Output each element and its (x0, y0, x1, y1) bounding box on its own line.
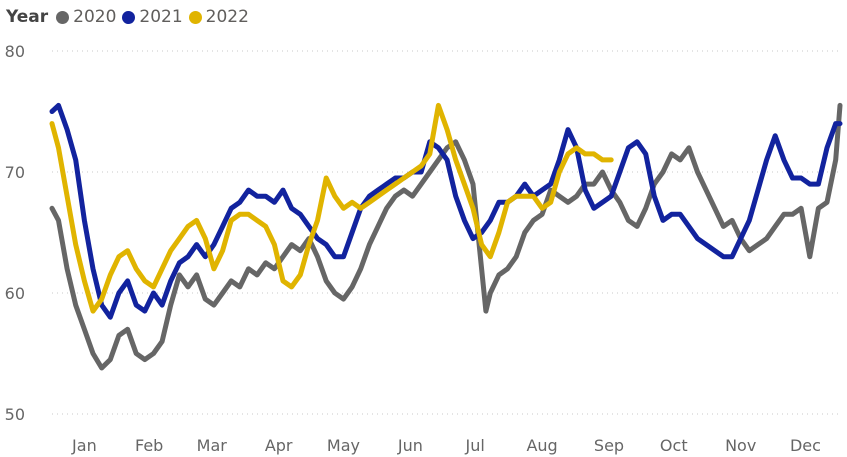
legend-label-2021: 2021 (139, 7, 183, 27)
x-tick-label-apr: Apr (265, 436, 293, 455)
x-tick-label-aug: Aug (526, 436, 557, 455)
legend-item-2022[interactable]: 2022 (188, 7, 249, 27)
x-tick-label-jun: Jun (397, 436, 423, 455)
series-line-2020[interactable] (49, 102, 843, 371)
legend-swatch-2021 (122, 10, 136, 24)
y-tick-label-70: 70 (5, 163, 25, 182)
x-tick-label-dec: Dec (790, 436, 821, 455)
legend-swatch-2022 (188, 10, 202, 24)
x-tick-label-feb: Feb (135, 436, 163, 455)
series-line-2021[interactable] (49, 102, 843, 320)
y-tick-label-60: 60 (5, 284, 25, 303)
x-tick-label-may: May (327, 436, 360, 455)
legend-title: Year (6, 7, 49, 27)
series-line-2022[interactable] (49, 102, 614, 314)
x-tick-label-mar: Mar (197, 436, 228, 455)
legend-label-2022: 2022 (205, 7, 249, 27)
legend-item-2020[interactable]: 2020 (56, 7, 116, 27)
x-tick-label-jul: Jul (464, 436, 484, 455)
x-tick-label-nov: Nov (725, 436, 756, 455)
y-tick-label-80: 80 (5, 42, 25, 61)
x-tick-label-jan: Jan (71, 436, 97, 455)
legend-swatch-2020 (56, 10, 70, 24)
legend-label-2020: 2020 (73, 7, 117, 27)
x-tick-label-oct: Oct (660, 436, 688, 455)
y-tick-label-50: 50 (5, 405, 25, 424)
legend-item-2021[interactable]: 2021 (122, 7, 183, 27)
x-tick-label-sep: Sep (594, 436, 624, 455)
legend: Year 2020 2021 2022 (6, 6, 255, 28)
